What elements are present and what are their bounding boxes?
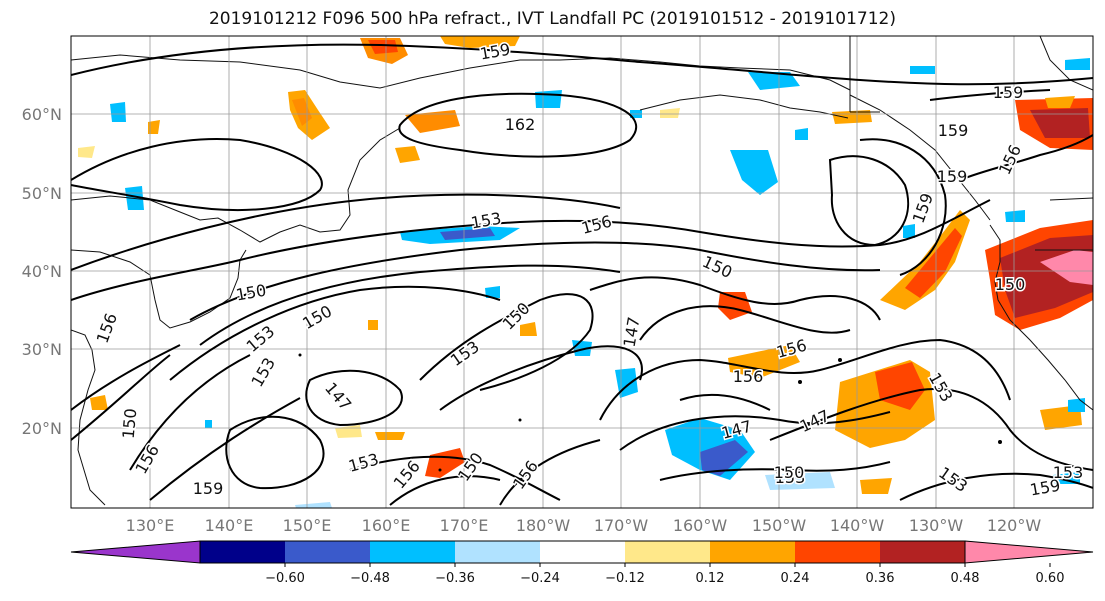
contour-label: 159 [938,121,969,140]
colorbar-tick-label: 0.12 [696,571,725,586]
longitude-labels: 130°E 140°E 150°E 160°E 170°E 180°W 170°W 160°W… [126,516,1042,535]
colorbar-segment [455,541,541,563]
longitude-label: 130°W [909,516,964,535]
longitude-label: 180°W [516,516,571,535]
colorbar-extend-high [964,540,1094,564]
colorbar-segment [625,541,711,563]
colorbar-tick-label: 0.60 [1036,571,1065,586]
coastlines [71,36,1093,506]
colorbar-tick-label: −0.60 [265,571,305,586]
colorbar-tick-label: −0.36 [435,571,475,586]
latitude-label: 30°N [22,340,62,359]
contour-label: 150 [119,407,141,439]
longitude-label: 140°E [205,516,254,535]
longitude-label: 170°E [440,516,489,535]
longitude-label: 120°W [987,516,1042,535]
map-title: 2019101212 F096 500 hPa refract., IVT La… [208,9,896,29]
colorbar-tick-label: −0.48 [350,571,390,586]
longitude-label: 140°W [830,516,885,535]
contour-label: 159 [937,167,968,186]
contour-label: 153 [1053,463,1084,482]
colorbar-segment [710,541,796,563]
colorbar-tick-label: −0.12 [605,571,645,586]
colorbar-segment [370,541,456,563]
latitude-label: 40°N [22,262,62,281]
height-contours [71,43,1093,506]
graticule [71,36,1093,508]
colorbar-segment [795,541,881,563]
longitude-label: 150°W [752,516,807,535]
colorbar: −0.60 −0.48 −0.36 −0.24 −0.12 0.12 0.24 0.36 0.4… [70,540,1094,586]
colorbar-segment [200,541,286,563]
island-dots [298,353,1002,472]
latitude-label: 60°N [22,105,62,124]
contour-label: 162 [505,115,536,134]
longitude-label: 150°E [283,516,332,535]
latitude-label: 50°N [22,184,62,203]
colorbar-tick-label: 0.24 [781,571,810,586]
map-frame [70,35,1094,509]
longitude-label: 130°E [126,516,175,535]
longitude-label: 160°E [362,516,411,535]
colorbar-tick-label: 0.48 [951,571,980,586]
colorbar-segment [880,541,966,563]
contour-label: 150 [995,275,1026,294]
contour-label: 156 [733,367,764,386]
colorbar-tick-label: −0.24 [520,571,560,586]
longitude-label: 160°W [673,516,728,535]
contour-label: 159 [193,479,224,498]
contour-label: 153 [775,468,806,487]
latitude-labels: 60°N 50°N 40°N 30°N 20°N [22,105,62,438]
colorbar-outline [199,540,966,564]
colorbar-extend-low [70,540,201,564]
longitude-label: 170°W [594,516,649,535]
colorbar-segment [540,541,626,563]
contour-label: 150 [774,463,805,482]
contour-label: 159 [993,83,1024,102]
colorbar-segment [285,541,371,563]
colorbar-tick-label: 0.36 [866,571,895,586]
latitude-label: 20°N [22,419,62,438]
